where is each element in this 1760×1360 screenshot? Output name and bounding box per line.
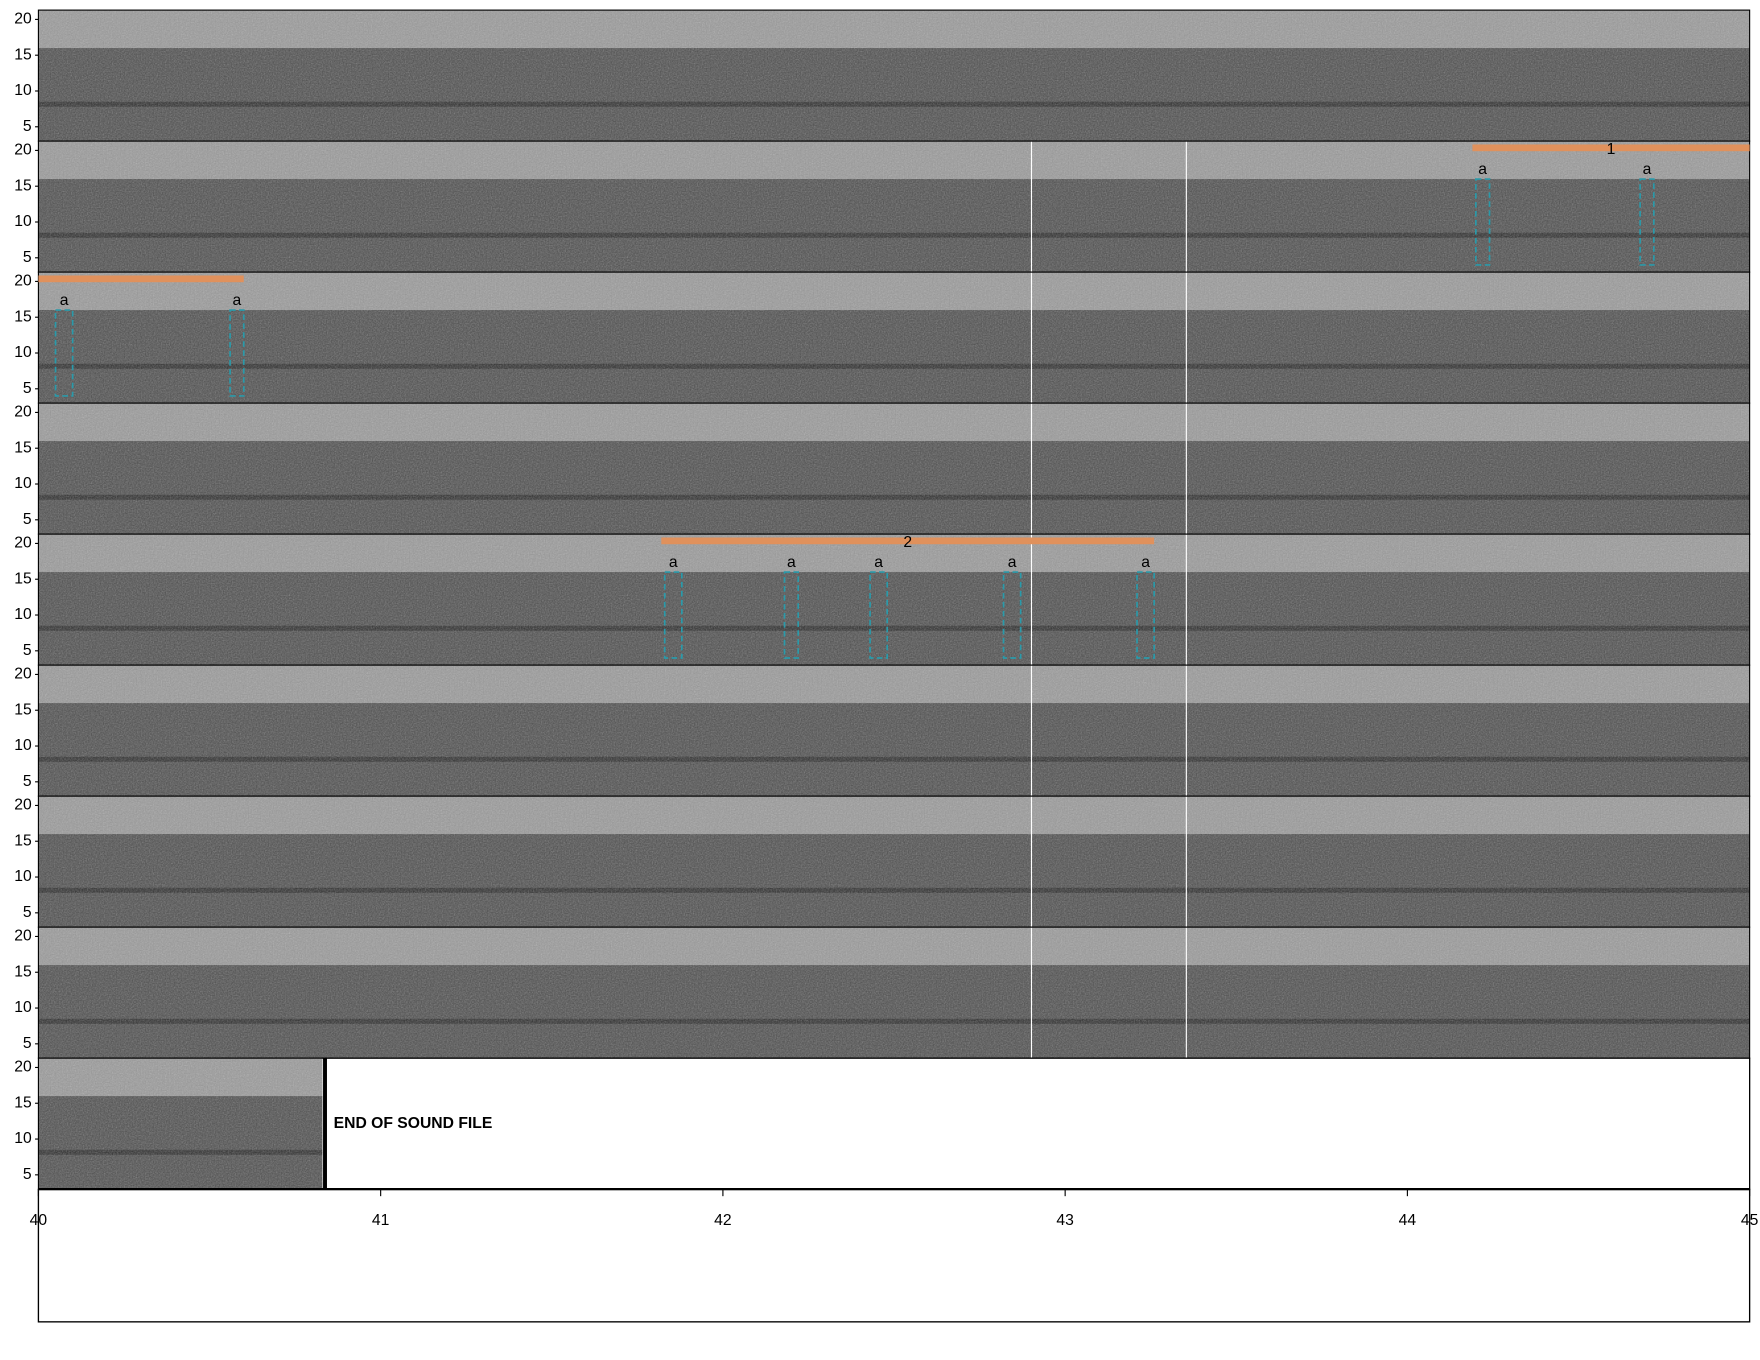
call-box xyxy=(1639,178,1655,266)
y-tick-label: 5 xyxy=(23,249,32,266)
y-tick-label: 15 xyxy=(14,570,32,587)
spectrogram-noise xyxy=(38,534,1750,666)
y-tick-label: 20 xyxy=(14,11,32,28)
y-tick-label: 20 xyxy=(14,273,32,290)
y-tick-label: 20 xyxy=(14,666,32,683)
call-box xyxy=(229,309,245,397)
y-tick-label: 15 xyxy=(14,1094,32,1111)
call-label: a xyxy=(1643,161,1652,178)
y-tick-label: 10 xyxy=(14,1130,32,1147)
annotation-bar xyxy=(38,275,244,283)
y-tick-label: 5 xyxy=(23,1166,32,1183)
y-tick-label: 20 xyxy=(14,404,32,421)
x-tick-label: 45 xyxy=(1741,1212,1759,1229)
spectrogram-noise xyxy=(38,141,1750,273)
y-tick-label: 10 xyxy=(14,213,32,230)
y-tick-label: 10 xyxy=(14,606,32,623)
y-tick-label: 10 xyxy=(14,82,32,99)
y-tick-label: 10 xyxy=(14,475,32,492)
annotation-label: 2 xyxy=(903,534,912,551)
y-tick-label: 20 xyxy=(14,1059,32,1076)
y-tick-label: 20 xyxy=(14,928,32,945)
x-tick-label: 43 xyxy=(1056,1212,1074,1229)
y-tick-label: 20 xyxy=(14,535,32,552)
x-tick-label: 41 xyxy=(372,1212,389,1229)
call-box xyxy=(869,571,889,659)
call-label: a xyxy=(874,554,883,571)
call-label: a xyxy=(1008,554,1017,571)
y-tick-label: 10 xyxy=(14,344,32,361)
call-box xyxy=(1136,571,1155,659)
end-label: END OF SOUND FILE xyxy=(334,1115,493,1132)
y-tick-label: 15 xyxy=(14,963,32,980)
call-label: a xyxy=(787,554,796,571)
spectrogram-noise xyxy=(38,927,1750,1059)
y-tick-label: 20 xyxy=(14,142,32,159)
call-box xyxy=(54,309,74,397)
call-label: a xyxy=(1141,554,1150,571)
spectrogram-noise xyxy=(38,403,1750,535)
call-label: a xyxy=(60,292,69,309)
annotation-bar xyxy=(661,537,1155,545)
y-tick-label: 15 xyxy=(14,177,32,194)
y-tick-label: 15 xyxy=(14,308,32,325)
spectrogram-noise xyxy=(38,1058,323,1190)
call-label: a xyxy=(233,292,242,309)
spectrogram-noise xyxy=(38,665,1750,797)
y-tick-label: 5 xyxy=(23,380,32,397)
call-label: a xyxy=(1478,161,1487,178)
spectrogram-noise xyxy=(38,272,1750,404)
y-tick-label: 5 xyxy=(23,773,32,790)
y-tick-label: 10 xyxy=(14,999,32,1016)
y-tick-label: 5 xyxy=(23,642,32,659)
annotation-bar xyxy=(1472,144,1750,152)
x-tick-label: 44 xyxy=(1399,1212,1417,1229)
y-tick-label: 5 xyxy=(23,904,32,921)
spectrogram-noise xyxy=(38,10,1750,142)
call-box xyxy=(1002,571,1022,659)
x-tick-label: 42 xyxy=(714,1212,731,1229)
y-tick-label: 20 xyxy=(14,797,32,814)
y-tick-label: 15 xyxy=(14,701,32,718)
end-area xyxy=(325,1057,1751,1190)
y-tick-label: 15 xyxy=(14,439,32,456)
y-tick-label: 15 xyxy=(14,832,32,849)
y-tick-label: 5 xyxy=(23,511,32,528)
y-tick-label: 5 xyxy=(23,1035,32,1052)
axis-box xyxy=(37,1188,1751,1323)
y-tick-label: 10 xyxy=(14,737,32,754)
x-tick-label: 40 xyxy=(30,1212,48,1229)
call-label: a xyxy=(669,554,678,571)
annotation-label: 1 xyxy=(1607,141,1616,158)
call-box xyxy=(783,571,800,659)
call-box xyxy=(1474,178,1491,266)
y-tick-label: 15 xyxy=(14,46,32,63)
call-box xyxy=(663,571,683,659)
spectrogram-noise xyxy=(38,796,1750,928)
y-tick-label: 5 xyxy=(23,118,32,135)
y-tick-label: 10 xyxy=(14,868,32,885)
